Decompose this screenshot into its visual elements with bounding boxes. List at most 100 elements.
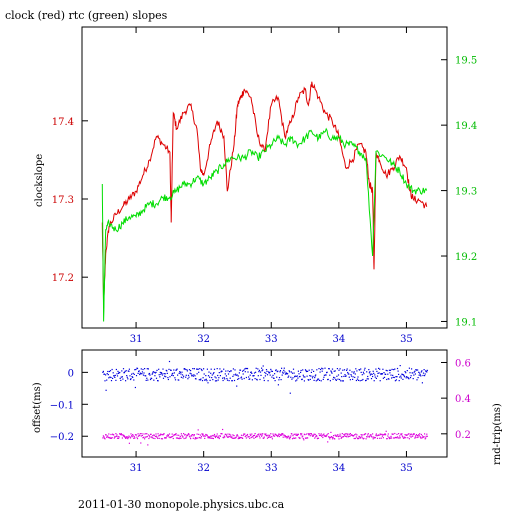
rndtrip-point	[310, 433, 312, 435]
rndtrip-point	[224, 436, 226, 438]
offset-point	[163, 373, 165, 375]
rndtrip-point	[345, 433, 347, 435]
offset-point	[304, 376, 306, 378]
offset-point	[223, 368, 225, 370]
rndtrip-point	[240, 436, 242, 439]
offset-plot-frame	[81, 349, 448, 458]
rndtrip-point	[337, 436, 340, 438]
rndtrip-point	[379, 437, 381, 439]
rndtrip-point	[344, 435, 347, 437]
rndtrip-point	[411, 433, 413, 435]
offset-point	[140, 373, 142, 375]
rndtrip-point	[298, 436, 300, 439]
offset-point	[169, 376, 171, 378]
rndtrip-point	[297, 433, 299, 435]
offset-point	[381, 373, 383, 375]
offset-point	[158, 368, 160, 370]
rndtrip-point	[128, 442, 130, 444]
rndtrip-point	[255, 436, 257, 438]
offset-point	[175, 369, 178, 371]
offset-point	[357, 376, 359, 378]
offset-point	[134, 386, 136, 389]
offset-point	[402, 374, 405, 376]
offset-point	[242, 370, 244, 372]
offset-point	[237, 375, 239, 377]
slopes-x-tick-label: 35	[400, 334, 413, 345]
rndtrip-point	[221, 433, 223, 435]
offset-point	[233, 374, 235, 376]
rndtrip-point	[185, 437, 187, 439]
rndtrip-point	[404, 434, 406, 436]
rndtrip-point	[245, 435, 247, 437]
rndtrip-point	[267, 434, 269, 436]
rndtrip-point	[368, 436, 370, 438]
offset-point	[144, 368, 146, 370]
offset-point	[295, 375, 297, 377]
rndtrip-point	[419, 433, 421, 435]
offset-point	[205, 375, 207, 377]
rndtrip-point	[103, 436, 105, 438]
offset-point	[157, 380, 159, 382]
offset-point	[364, 367, 366, 369]
rndtrip-point	[183, 433, 185, 435]
offset-point	[114, 374, 116, 376]
offset-y2-tick-label: 0.2	[455, 430, 471, 441]
rndtrip-point	[397, 437, 399, 439]
rndtrip-point	[336, 435, 338, 437]
rndtrip-point	[356, 434, 358, 436]
offset-point	[181, 374, 184, 376]
offset-point	[304, 369, 307, 371]
rndtrip-point	[210, 435, 212, 437]
offset-point	[405, 377, 407, 379]
rndtrip-point	[271, 438, 273, 440]
offset-point	[338, 369, 340, 371]
offset-point	[363, 369, 366, 371]
offset-point	[243, 369, 245, 371]
rndtrip-point	[143, 433, 145, 435]
rndtrip-point	[381, 435, 383, 437]
offset-series	[102, 360, 428, 446]
offset-point	[203, 373, 205, 375]
slopes-y-axis-label: clockslope	[34, 154, 45, 207]
rndtrip-point	[321, 434, 323, 436]
rndtrip-point	[115, 433, 117, 435]
offset-point	[361, 374, 363, 376]
rndtrip-point	[398, 433, 400, 435]
offset-point	[106, 373, 108, 375]
offset-point	[405, 372, 407, 374]
offset-point	[127, 378, 129, 380]
offset-point	[212, 373, 214, 375]
offset-point	[311, 369, 313, 371]
rndtrip-point	[185, 436, 187, 438]
rndtrip-point	[107, 435, 109, 437]
offset-point	[401, 373, 403, 376]
offset-point	[346, 368, 348, 370]
offset-point	[316, 369, 318, 371]
offset-point	[308, 369, 310, 371]
offset-point	[140, 368, 142, 370]
rndtrip-point	[140, 442, 142, 444]
offset-point	[103, 373, 106, 375]
rndtrip-point	[141, 433, 143, 435]
offset-point	[349, 369, 351, 371]
slopes-x-tick-label: 32	[197, 334, 210, 345]
rndtrip-point	[328, 436, 330, 438]
offset-point	[160, 373, 162, 375]
rndtrip-point	[153, 434, 155, 436]
rndtrip-point	[212, 434, 214, 437]
rndtrip-point	[199, 437, 201, 439]
rndtrip-point	[318, 433, 320, 435]
rndtrip-point	[207, 437, 209, 439]
rndtrip-point	[301, 433, 303, 435]
offset-point	[312, 375, 314, 377]
rndtrip-point	[387, 433, 389, 435]
offset-point	[170, 369, 172, 371]
rndtrip-point	[167, 434, 169, 437]
offset-point	[112, 377, 114, 379]
rndtrip-point	[123, 434, 125, 437]
rndtrip-point	[341, 436, 343, 439]
rndtrip-point	[339, 435, 341, 437]
rndtrip-point	[320, 433, 322, 435]
offset-point	[320, 368, 322, 371]
rndtrip-point	[211, 437, 213, 439]
